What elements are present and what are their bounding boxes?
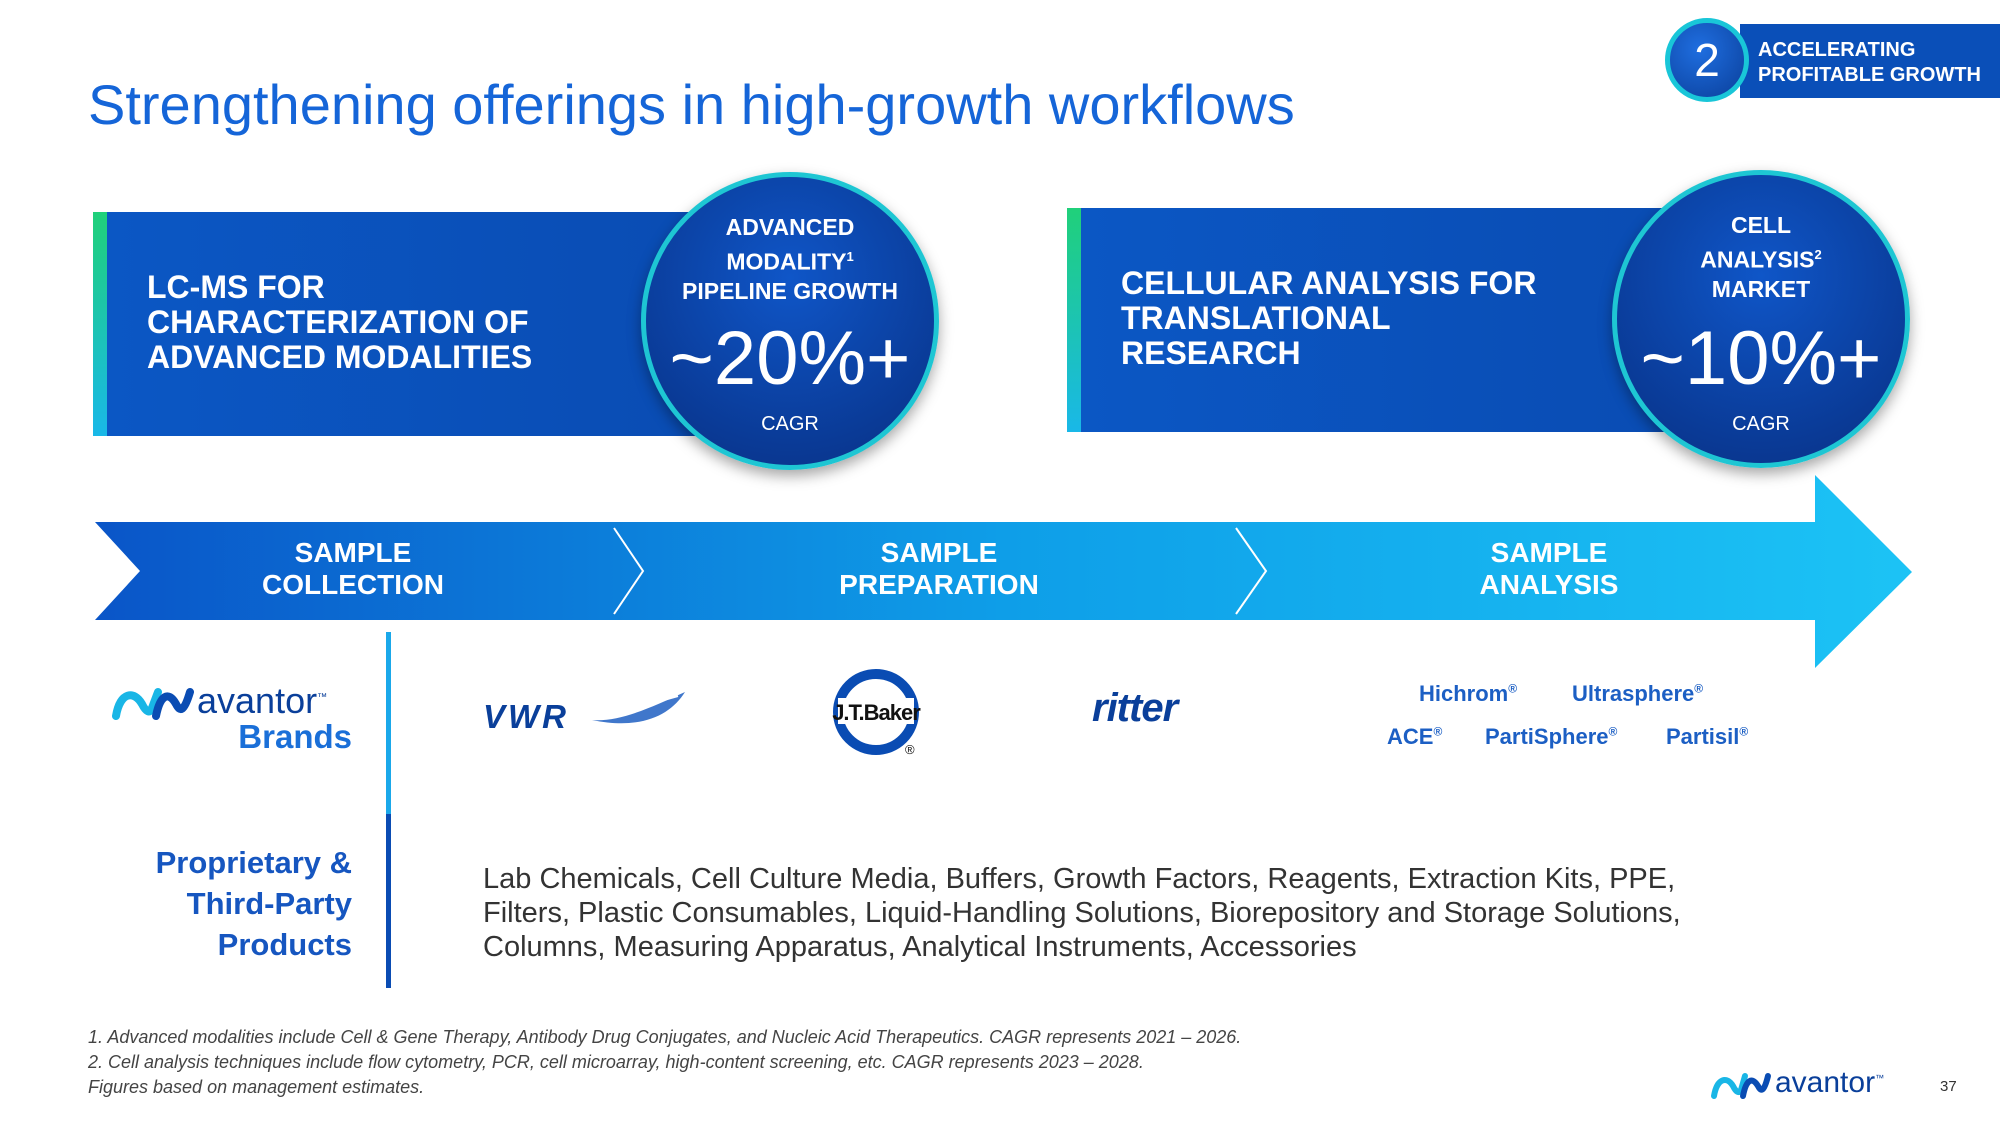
vwr-logo: VWR [483,698,569,735]
ritter-logo: ritter [1092,686,1178,730]
brand-ultrasphere: Ultrasphere® [1572,681,1704,706]
brand-ace: ACE® [1387,724,1443,749]
section-badge-label: ACCELERATING PROFITABLE GROWTH [1758,39,1981,86]
cell-analysis-unit: CAGR [1732,413,1790,435]
lcms-feature-title: LC-MS FOR CHARACTERIZATION OF ADVANCED M… [147,269,533,375]
product-categories-list: Lab Chemicals, Cell Culture Media, Buffe… [483,863,1681,963]
footnote-1: 1. Advanced modalities include Cell & Ge… [88,1027,1242,1047]
brands-label: Brands [238,718,352,755]
jtbaker-logo [833,669,919,755]
modality-growth-unit: CAGR [761,413,819,435]
jtbaker-logo-text: J.T.Baker [832,700,921,725]
products-divider [386,814,391,988]
lcms-feature-box [107,212,707,436]
page-number: 37 [1940,1078,1957,1095]
footnote-2: 2. Cell analysis techniques include flow… [88,1052,1144,1072]
section-number-badge: 2 [1665,18,1749,102]
vwr-leaf-icon [592,692,685,724]
footer-avantor-logo: avantor™ [1775,1066,1885,1099]
workflow-arrow [95,475,1912,668]
footer-avantor-icon [1711,1073,1771,1099]
page-title: Strengthening offerings in high-growth w… [88,73,1295,136]
modality-growth-value: ~20%+ [669,316,911,401]
avantor-logo-icon [112,688,194,720]
avantor-brands-logo-text: avantor™ [197,680,328,721]
brand-partisphere: PartiSphere® [1485,724,1618,749]
box2-accent-bar [1067,208,1081,432]
cell-analysis-value: ~10%+ [1640,316,1882,401]
footnote-3: Figures based on management estimates. [88,1077,425,1097]
stage-sample-collection: SAMPLE COLLECTION [262,537,444,600]
section-badge-bar [1740,24,2000,98]
cell-analysis-circle: CELL ANALYSIS2 MARKET ~10%+ CAGR [1612,170,1910,468]
stage-sample-analysis: SAMPLE ANALYSIS [1479,537,1619,600]
chevron-separator-1 [613,527,645,615]
cellular-feature-box [1081,208,1681,432]
stage-sample-preparation: SAMPLE PREPARATION [839,537,1039,600]
chevron-separator-2 [1235,527,1268,615]
modality-growth-circle: ADVANCED MODALITY1 PIPELINE GROWTH ~20%+… [641,172,939,470]
brands-divider [386,632,391,814]
cellular-feature-title: CELLULAR ANALYSIS FOR TRANSLATIONAL RESE… [1121,265,1537,371]
brand-hichrom: Hichrom® [1419,681,1518,706]
box1-accent-bar [93,212,107,436]
brand-partisil: Partisil® [1666,724,1749,749]
proprietary-products-label: Proprietary & Third-Party Products [155,845,352,962]
jtbaker-registered-mark: ® [905,742,915,757]
